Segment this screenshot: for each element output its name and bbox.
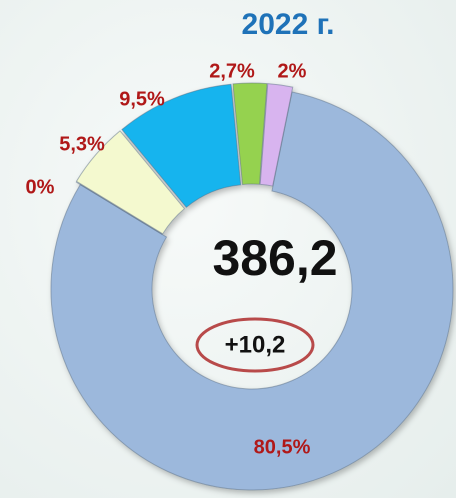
donut-segment [232,82,268,185]
donut-segment [121,83,242,209]
donut-segment [259,83,294,187]
data-label: 9,5% [119,88,165,110]
donut-segment [75,130,186,235]
data-label: 2% [278,60,307,82]
data-label: 80,5% [254,436,311,458]
annotation: +10,2 [225,331,286,358]
donut [50,82,454,491]
data-label: 0% [26,176,55,198]
center-label: 386,2 [212,230,337,286]
annotation-ellipse [195,317,315,373]
data-label: 5,3% [59,133,105,155]
data-label: 2,7% [209,60,255,82]
donut-segment [75,181,163,235]
chart-title: 2022 г. [242,8,335,41]
donut-segment [50,91,454,491]
